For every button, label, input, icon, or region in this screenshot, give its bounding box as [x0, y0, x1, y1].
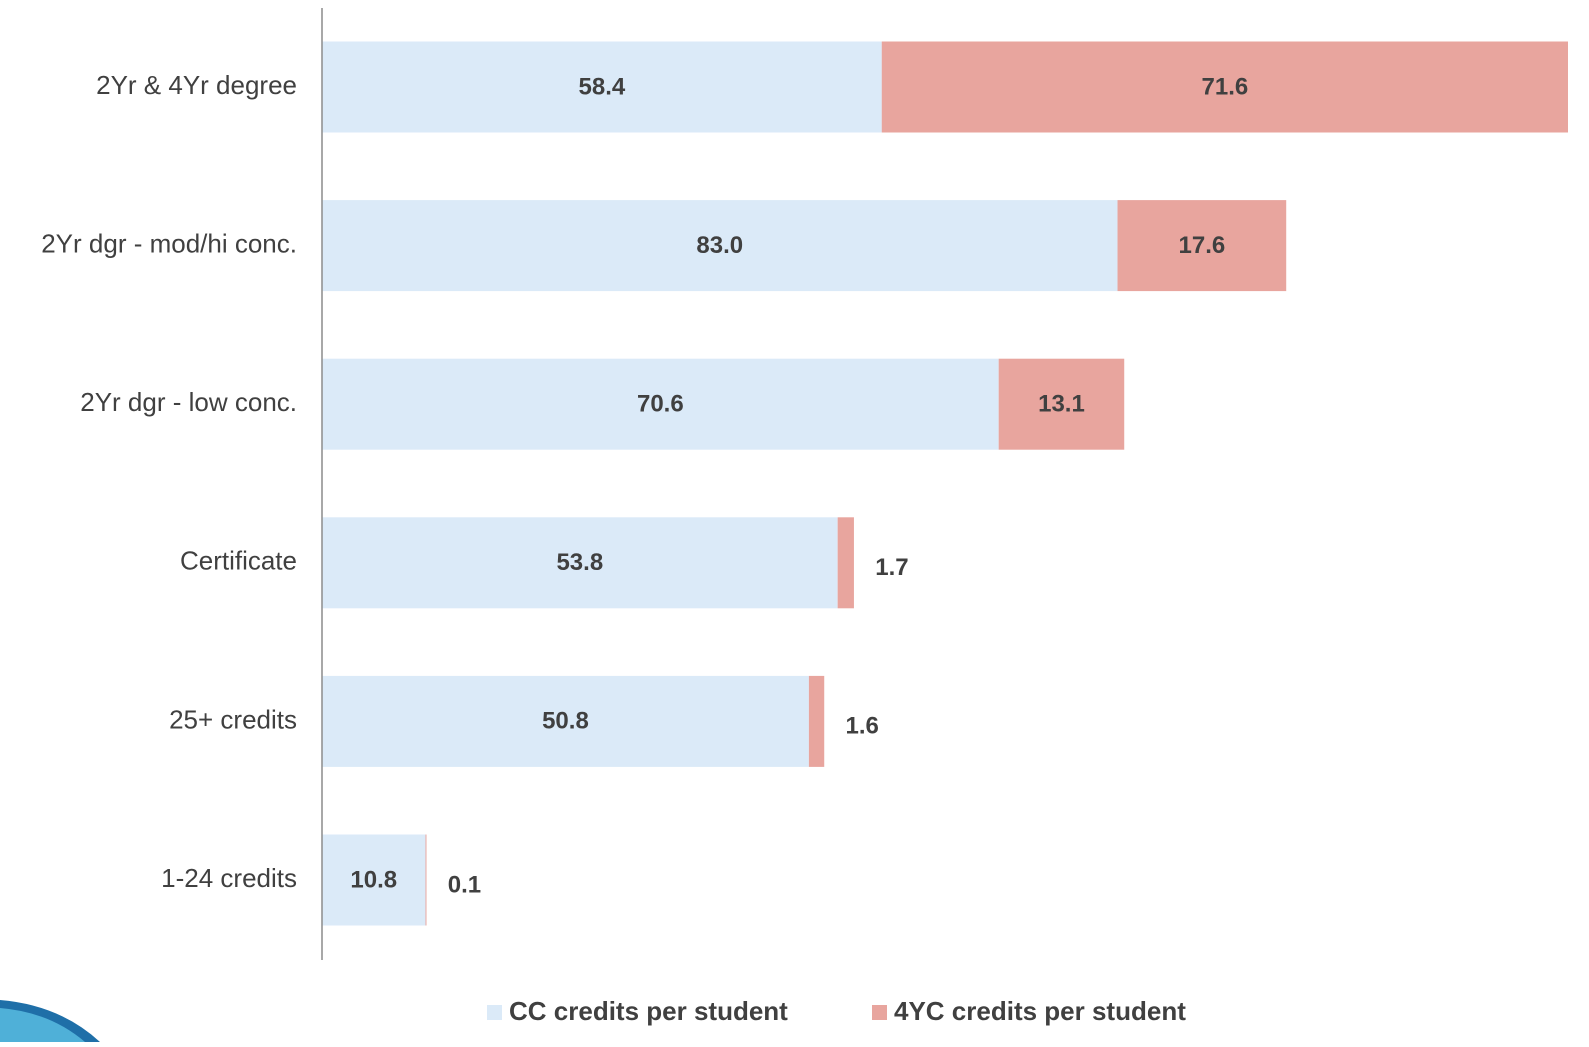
bar-segment	[322, 200, 1118, 292]
y-tick-label: Certificate	[180, 546, 297, 576]
data-label: 1.7	[875, 554, 908, 581]
y-tick-label: 2Yr & 4Yr degree	[96, 70, 297, 100]
bar-segment	[998, 358, 1125, 450]
y-tick-label: 1-24 credits	[161, 863, 297, 893]
decoration	[0, 1008, 85, 1042]
legend-label: 4YC credits per student	[894, 996, 1186, 1026]
bar-segment	[322, 358, 999, 450]
bar-segment	[322, 675, 809, 767]
data-label: 1.6	[846, 713, 879, 740]
y-tick-label: 2Yr dgr - low conc.	[80, 387, 297, 417]
data-label: 71.6	[1202, 73, 1249, 100]
legend-swatch	[872, 1005, 887, 1020]
y-tick-label: 2Yr dgr - mod/hi conc.	[41, 228, 297, 258]
data-label: 17.6	[1179, 232, 1226, 259]
data-label: 10.8	[350, 866, 397, 893]
bar-segment	[322, 517, 838, 609]
bar-segment	[808, 675, 825, 767]
bar-segment	[881, 41, 1568, 133]
data-label: 83.0	[696, 232, 743, 259]
data-label: 50.8	[542, 708, 589, 735]
bar-segment	[1117, 200, 1287, 292]
data-label: 70.6	[637, 391, 684, 418]
bar-segment	[322, 834, 426, 926]
bar-segment	[322, 41, 882, 133]
bar-segment	[837, 517, 854, 609]
data-label: 58.4	[579, 73, 626, 100]
y-tick-label: 25+ credits	[169, 704, 297, 734]
bar-segment	[425, 834, 427, 926]
data-label: 53.8	[556, 549, 603, 576]
legend-swatch	[487, 1005, 502, 1020]
data-label: 13.1	[1038, 391, 1085, 418]
data-label: 0.1	[448, 871, 481, 898]
legend-label: CC credits per student	[509, 996, 788, 1026]
